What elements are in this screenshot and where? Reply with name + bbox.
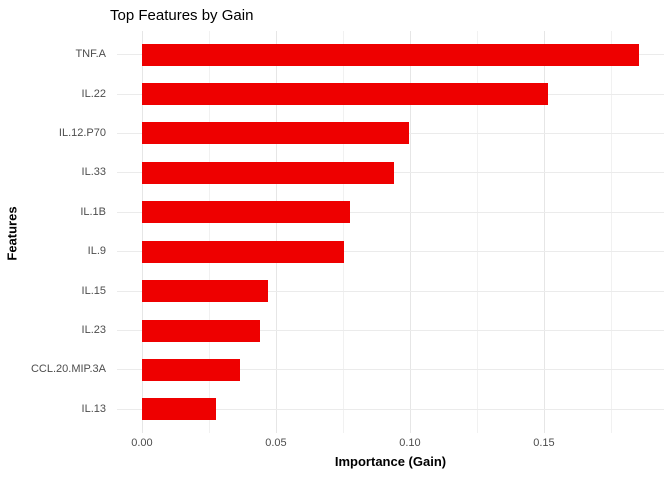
chart-title: Top Features by Gain	[110, 7, 254, 24]
x-major-gridline	[275, 31, 277, 433]
y-tick-label: TNF.A	[75, 48, 106, 61]
y-tick-label: IL.33	[81, 166, 106, 179]
bar-ccl-20-mip-3a	[141, 358, 240, 381]
bar-il-23	[141, 319, 260, 342]
x-axis-title: Importance (Gain)	[334, 454, 447, 469]
bar-tnf-a	[141, 43, 640, 66]
y-major-gridline	[117, 330, 664, 332]
plot-panel	[117, 31, 664, 433]
bar-il-12-p70	[141, 122, 409, 145]
y-tick-label: IL.13	[81, 402, 106, 415]
bar-il-13	[141, 398, 216, 421]
x-tick-label: 0.15	[533, 437, 555, 449]
bar-il-9	[141, 240, 345, 263]
y-tick-label: IL.1B	[80, 205, 106, 218]
x-major-gridline	[409, 31, 411, 433]
y-tick-label: IL.22	[81, 87, 106, 100]
y-tick-label: IL.23	[81, 324, 106, 337]
y-tick-label: CCL.20.MIP.3A	[30, 363, 106, 376]
x-tick-label: 0.10	[399, 437, 421, 449]
x-tick-label: 0.05	[265, 437, 287, 449]
y-major-gridline	[117, 408, 664, 410]
bar-il-1b	[141, 201, 350, 224]
y-tick-label: IL.9	[87, 245, 106, 258]
x-minor-gridline	[610, 31, 612, 433]
x-major-gridline	[141, 31, 143, 433]
y-major-gridline	[117, 211, 664, 213]
x-minor-gridline	[476, 31, 478, 433]
bar-il-22	[141, 83, 548, 106]
y-tick-label: IL.12.P70	[58, 126, 106, 139]
x-major-gridline	[543, 31, 545, 433]
y-major-gridline	[117, 369, 664, 371]
y-axis-labels: TNF.A IL.22 IL.12.P70 IL.33 IL.1B IL.9 IL.15 IL…	[0, 31, 110, 433]
x-tick-label: 0.00	[131, 437, 153, 449]
bar-il-33	[141, 161, 394, 184]
y-major-gridline	[117, 290, 664, 292]
x-minor-gridline	[208, 31, 210, 433]
x-minor-gridline	[342, 31, 344, 433]
y-major-gridline	[117, 251, 664, 253]
y-tick-label: IL.15	[81, 284, 106, 297]
x-axis-labels: 0.00 0.05 0.10 0.15	[117, 437, 664, 451]
bar-il-15	[141, 280, 268, 303]
